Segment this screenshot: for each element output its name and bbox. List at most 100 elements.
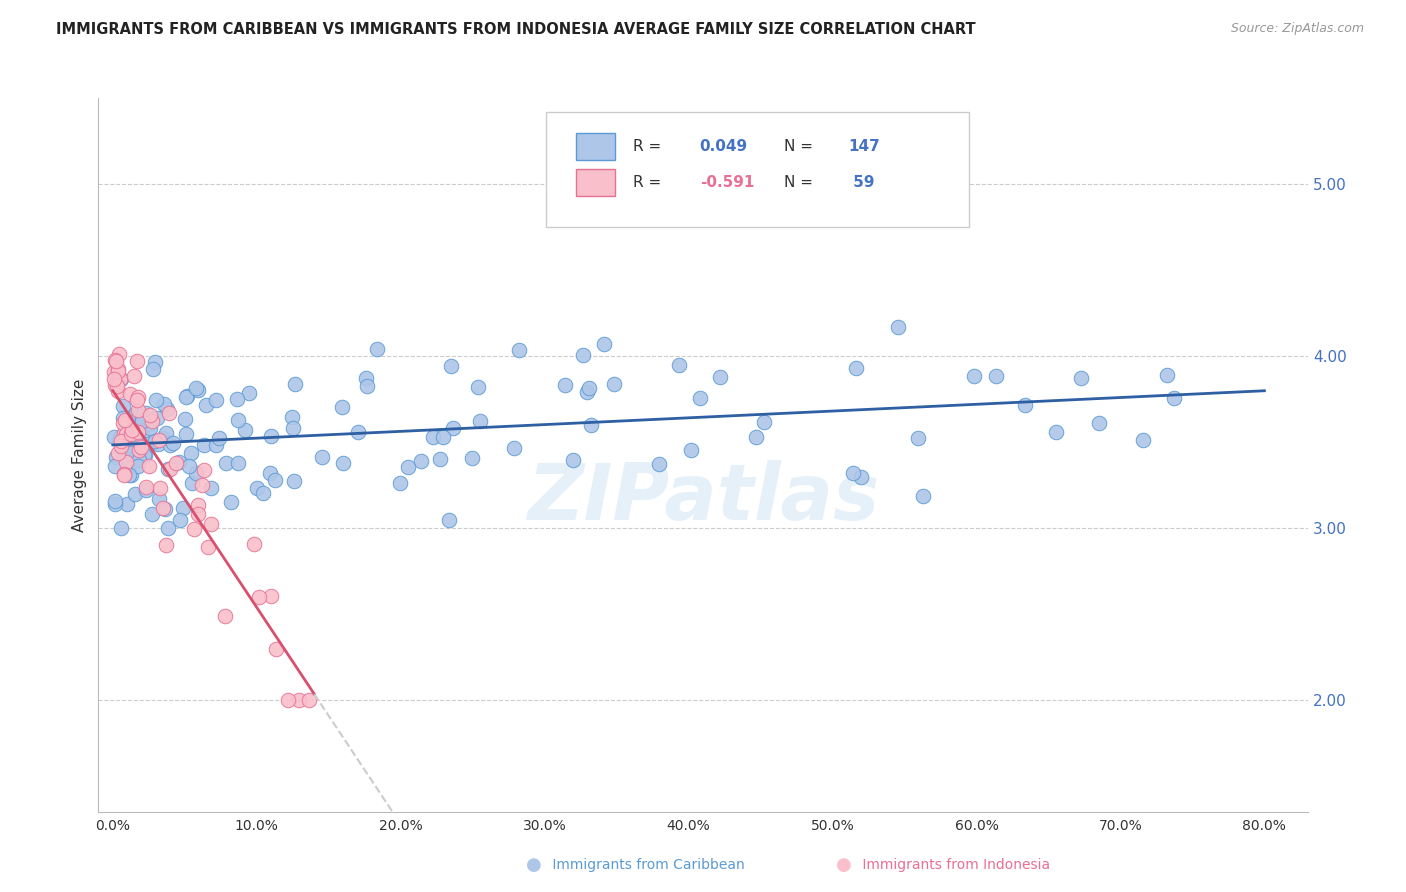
- Point: [103, 353, 125, 368]
- Point: [143, 355, 166, 369]
- Point: [184, 380, 207, 394]
- Point: [176, 389, 198, 403]
- Point: [576, 384, 599, 399]
- Point: [332, 457, 354, 471]
- FancyBboxPatch shape: [576, 169, 614, 196]
- Point: [114, 429, 136, 443]
- Point: [174, 426, 197, 441]
- Point: [127, 458, 149, 473]
- Point: [187, 498, 209, 512]
- Point: [103, 430, 125, 444]
- Point: [252, 486, 274, 500]
- Point: [204, 393, 226, 408]
- Point: [127, 390, 149, 404]
- Point: [107, 433, 129, 447]
- Point: [159, 462, 181, 476]
- Point: [108, 371, 131, 385]
- Point: [146, 410, 169, 425]
- Point: [572, 348, 595, 362]
- Text: N =: N =: [785, 139, 818, 154]
- Point: [153, 502, 176, 516]
- Point: [745, 430, 768, 444]
- Point: [125, 392, 148, 407]
- Point: [214, 608, 236, 623]
- Point: [1014, 398, 1036, 412]
- Point: [1045, 425, 1067, 439]
- Point: [233, 423, 256, 437]
- Point: [112, 425, 135, 440]
- Point: [110, 439, 132, 453]
- Point: [134, 432, 156, 446]
- Point: [191, 478, 214, 492]
- Point: [648, 457, 671, 471]
- Point: [105, 450, 128, 464]
- Point: [132, 448, 155, 462]
- Point: [127, 353, 149, 368]
- Point: [141, 414, 163, 428]
- Point: [143, 434, 166, 449]
- Text: 59: 59: [848, 175, 875, 190]
- Point: [508, 343, 530, 358]
- Point: [139, 408, 162, 422]
- Point: [122, 413, 145, 427]
- Point: [174, 390, 197, 404]
- Point: [911, 489, 934, 503]
- Text: IMMIGRANTS FROM CARIBBEAN VS IMMIGRANTS FROM INDONESIA AVERAGE FAMILY SIZE CORRE: IMMIGRANTS FROM CARIBBEAN VS IMMIGRANTS …: [56, 22, 976, 37]
- Point: [104, 497, 127, 511]
- Text: Source: ZipAtlas.com: Source: ZipAtlas.com: [1230, 22, 1364, 36]
- Point: [121, 423, 143, 437]
- Text: 0.049: 0.049: [700, 139, 748, 154]
- Point: [180, 446, 202, 460]
- Point: [120, 387, 142, 401]
- Text: N =: N =: [785, 175, 818, 190]
- Point: [112, 451, 135, 466]
- Point: [851, 470, 873, 484]
- Point: [195, 398, 218, 412]
- Point: [128, 442, 150, 457]
- Point: [107, 364, 129, 378]
- Point: [180, 475, 202, 490]
- Y-axis label: Average Family Size: Average Family Size: [72, 378, 87, 532]
- Point: [503, 441, 526, 455]
- Point: [288, 693, 311, 707]
- Point: [266, 641, 288, 656]
- Point: [105, 353, 128, 368]
- Point: [247, 590, 270, 604]
- Point: [461, 451, 484, 466]
- Point: [283, 474, 305, 488]
- Point: [104, 376, 127, 390]
- Point: [562, 453, 585, 467]
- Point: [1163, 391, 1185, 405]
- Point: [1156, 368, 1178, 382]
- Point: [437, 513, 460, 527]
- FancyBboxPatch shape: [576, 133, 614, 161]
- Point: [162, 435, 184, 450]
- Point: [200, 517, 222, 532]
- Point: [125, 409, 148, 424]
- Point: [107, 446, 129, 460]
- Point: [554, 378, 576, 392]
- Point: [111, 410, 134, 425]
- Point: [281, 421, 304, 435]
- Point: [172, 501, 194, 516]
- Point: [845, 360, 868, 375]
- Point: [169, 455, 191, 469]
- Point: [200, 481, 222, 495]
- Point: [122, 368, 145, 383]
- Point: [439, 359, 461, 373]
- Point: [238, 385, 260, 400]
- Point: [131, 440, 153, 454]
- Point: [155, 538, 177, 552]
- Point: [112, 467, 135, 481]
- Point: [105, 376, 128, 391]
- Point: [187, 383, 209, 397]
- Point: [468, 414, 491, 428]
- Point: [153, 397, 176, 411]
- Point: [183, 522, 205, 536]
- Point: [127, 410, 149, 425]
- Point: [103, 365, 125, 379]
- Point: [193, 463, 215, 477]
- Point: [145, 392, 167, 407]
- Point: [139, 417, 162, 431]
- Point: [110, 434, 132, 448]
